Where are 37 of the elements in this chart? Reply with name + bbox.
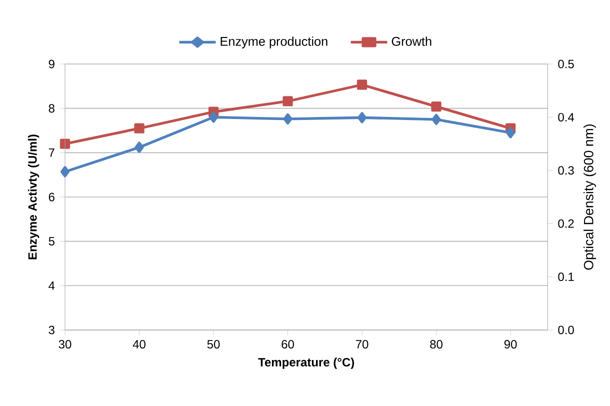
point [60,166,70,178]
point [283,113,292,125]
y2-tick-label: 0.5 [558,60,574,68]
y2-tick-label: 0.0 [558,326,574,334]
y-tick-label: 4 [48,282,55,290]
y2-tick-label: 0.1 [558,272,574,282]
point [357,112,367,124]
x-tick-label: 70 [356,340,368,349]
x-tick-label: 40 [132,340,146,349]
x-axis-title: Temperature (°C) [258,358,354,369]
x-tick-label: 60 [282,340,294,349]
x-tick-label: 30 [58,340,72,349]
point [282,96,293,106]
y-tick-label: 5 [48,237,54,246]
point [506,127,516,138]
y-tick-label: 6 [48,192,54,202]
point [432,114,441,126]
x-tick-label: 50 [207,340,220,349]
y-tick-label: 8 [48,104,54,113]
point [431,101,442,112]
point [208,112,218,123]
point [356,80,368,90]
point [134,123,144,134]
legend-label: Enzyme production [220,36,328,48]
y2-axis-title: Optical Density (600 nm) [584,124,596,270]
point [134,142,144,153]
y2-tick-label: 0.3 [558,166,574,175]
x-tick-label: 90 [504,340,517,349]
x-tick-label: 80 [430,340,442,349]
y-tick-label: 7 [48,148,54,157]
point [60,138,70,149]
y-axis-title: Enzyme Activty (U/ml) [28,134,40,260]
legend-label: Growth [392,36,432,46]
y-tick-label: 3 [48,326,54,334]
y-tick-label: 9 [48,60,54,68]
y2-tick-label: 0.4 [558,112,574,122]
y2-tick-label: 0.2 [558,219,574,228]
